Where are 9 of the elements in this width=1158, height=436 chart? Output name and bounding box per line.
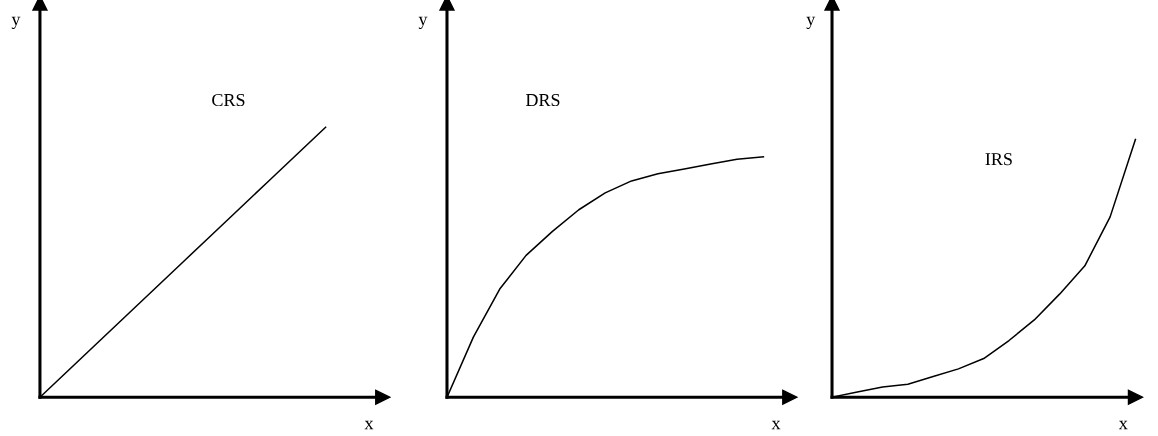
y-axis-title: y	[418, 16, 428, 29]
y-axis-title: y	[806, 16, 816, 29]
x-axis-title: x	[364, 420, 374, 430]
x-axis-title: x	[1118, 420, 1128, 430]
text: DRS	[525, 93, 560, 107]
annotation: IRS	[985, 153, 1012, 166]
x-axis-title: x	[771, 420, 781, 430]
text: CRS	[212, 93, 245, 107]
y-axis-title: y	[11, 16, 21, 29]
